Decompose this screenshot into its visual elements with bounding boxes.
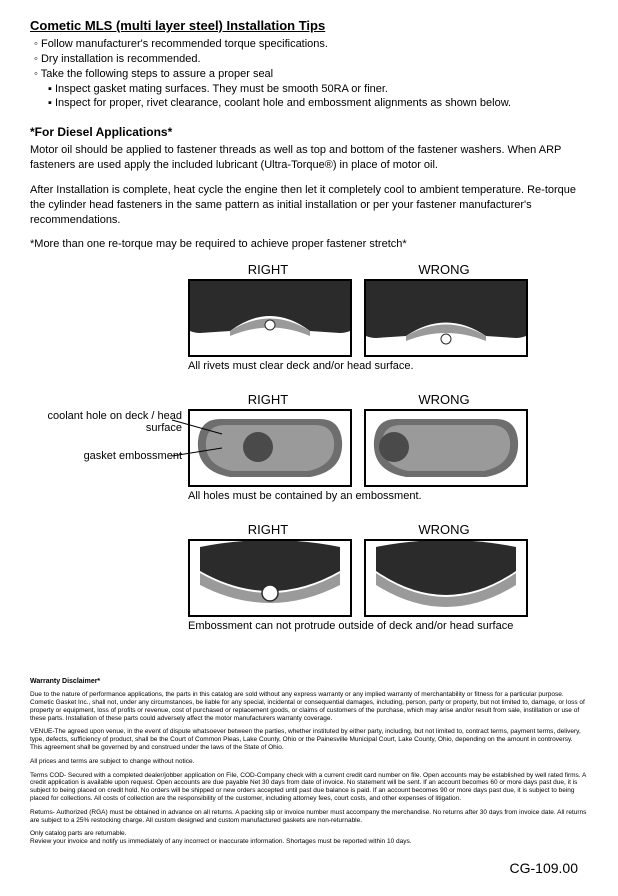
label-right: RIGHT xyxy=(188,392,348,407)
label-right: RIGHT xyxy=(188,522,348,537)
page: Cometic MLS (multi layer steel) Installa… xyxy=(0,0,618,896)
diagram-emboss-wrong xyxy=(364,539,528,617)
callout-lines-icon xyxy=(172,392,192,470)
paragraph: *More than one re-torque may be required… xyxy=(30,237,588,252)
diagram-hole-right xyxy=(188,409,352,487)
caption-1: All rivets must clear deck and/or head s… xyxy=(188,360,524,372)
diagram-rivet-right xyxy=(188,279,352,357)
page-title: Cometic MLS (multi layer steel) Installa… xyxy=(30,18,588,33)
bullet-item: Take the following steps to assure a pro… xyxy=(34,67,588,82)
diagram-rivet-wrong xyxy=(364,279,528,357)
disclaimer-heading: Warranty Disclaimer* xyxy=(30,678,588,685)
diagram-emboss-right xyxy=(188,539,352,617)
disclaimer-para: All prices and terms are subject to chan… xyxy=(30,758,588,766)
label-wrong: WRONG xyxy=(364,262,524,277)
caption-2: All holes must be contained by an emboss… xyxy=(188,490,524,502)
paragraph: After Installation is complete, heat cyc… xyxy=(30,183,588,228)
disclaimer-para: Only catalog parts are returnable. Revie… xyxy=(30,830,588,846)
disclaimer-para: Terms COD- Secured with a completed deal… xyxy=(30,772,588,803)
label-wrong: WRONG xyxy=(364,392,524,407)
bullet-item: Follow manufacturer's recommended torque… xyxy=(34,37,588,52)
bullet-subitem: Inspect gasket mating surfaces. They mus… xyxy=(48,82,588,97)
diesel-heading: *For Diesel Applications* xyxy=(30,125,588,139)
disclaimer-block: Warranty Disclaimer* Due to the nature o… xyxy=(30,678,588,846)
caption-3: Embossment can not protrude outside of d… xyxy=(188,620,528,632)
callout-gasket: gasket embossment xyxy=(42,450,182,462)
bullet-list: Follow manufacturer's recommended torque… xyxy=(34,37,588,111)
label-wrong: WRONG xyxy=(364,522,524,537)
diagram-hole-wrong xyxy=(364,409,528,487)
paragraph: Motor oil should be applied to fastener … xyxy=(30,143,588,173)
page-number: CG-109.00 xyxy=(30,860,588,876)
bullet-item: Dry installation is recommended. xyxy=(34,52,588,67)
disclaimer-para: Returns- Authorized (RGA) must be obtain… xyxy=(30,809,588,825)
diagram-row-3: RIGHT WRONG Emb xyxy=(30,522,588,642)
label-right: RIGHT xyxy=(188,262,348,277)
callout-coolant: coolant hole on deck / head surface xyxy=(42,410,182,434)
diagram-row-1: RIGHT WRONG All rivets must xyxy=(30,262,588,382)
diagram-row-2: coolant hole on deck / head surface gask… xyxy=(30,392,588,512)
bullet-subitem: Inspect for proper, rivet clearance, coo… xyxy=(48,96,588,111)
disclaimer-para: VENUE-The agreed upon venue, in the even… xyxy=(30,728,588,751)
disclaimer-para: Due to the nature of performance applica… xyxy=(30,691,588,722)
